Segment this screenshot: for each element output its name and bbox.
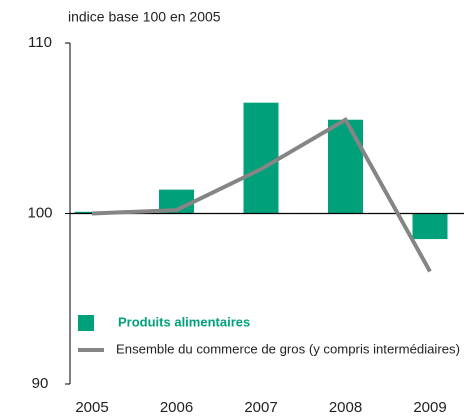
legend-label: Produits alimentaires [118, 314, 250, 329]
x-tick-label: 2008 [329, 399, 362, 416]
bar [328, 119, 363, 214]
bar [243, 102, 279, 214]
y-tick-label: 100 [27, 204, 52, 221]
x-tick-label: 2005 [75, 399, 108, 416]
x-tick-label: 2009 [413, 399, 446, 416]
y-tick-label: 110 [28, 34, 52, 51]
legend-label: Ensemble du commerce de gros (y compris … [116, 341, 460, 356]
y-axis-label: indice base 100 en 2005 [68, 9, 221, 25]
x-tick-label: 2007 [244, 399, 277, 416]
bar [412, 213, 448, 240]
x-tick-label: 2006 [160, 399, 193, 416]
y-tick-label: 90 [32, 375, 49, 392]
legend-swatch [78, 315, 94, 331]
line-series [91, 116, 432, 273]
